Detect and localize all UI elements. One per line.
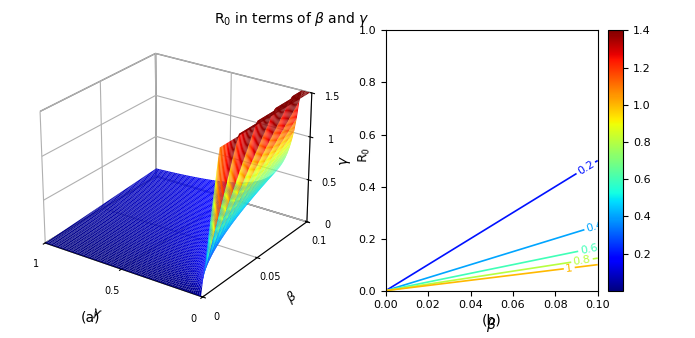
Y-axis label: $\gamma$: $\gamma$ bbox=[338, 155, 352, 166]
Text: 0.2: 0.2 bbox=[575, 159, 596, 177]
Text: 0.8: 0.8 bbox=[573, 254, 591, 267]
Text: 0.4: 0.4 bbox=[584, 219, 605, 234]
Text: 1: 1 bbox=[565, 263, 573, 273]
Y-axis label: $\beta$: $\beta$ bbox=[283, 287, 301, 307]
Text: R$_0$ in terms of $\beta$ and $\gamma$: R$_0$ in terms of $\beta$ and $\gamma$ bbox=[214, 10, 370, 28]
Text: (a): (a) bbox=[81, 310, 100, 324]
Text: (b): (b) bbox=[482, 314, 502, 328]
X-axis label: $\beta$: $\beta$ bbox=[486, 316, 497, 334]
X-axis label: $\gamma$: $\gamma$ bbox=[90, 306, 104, 322]
Text: 0.6: 0.6 bbox=[579, 242, 598, 256]
